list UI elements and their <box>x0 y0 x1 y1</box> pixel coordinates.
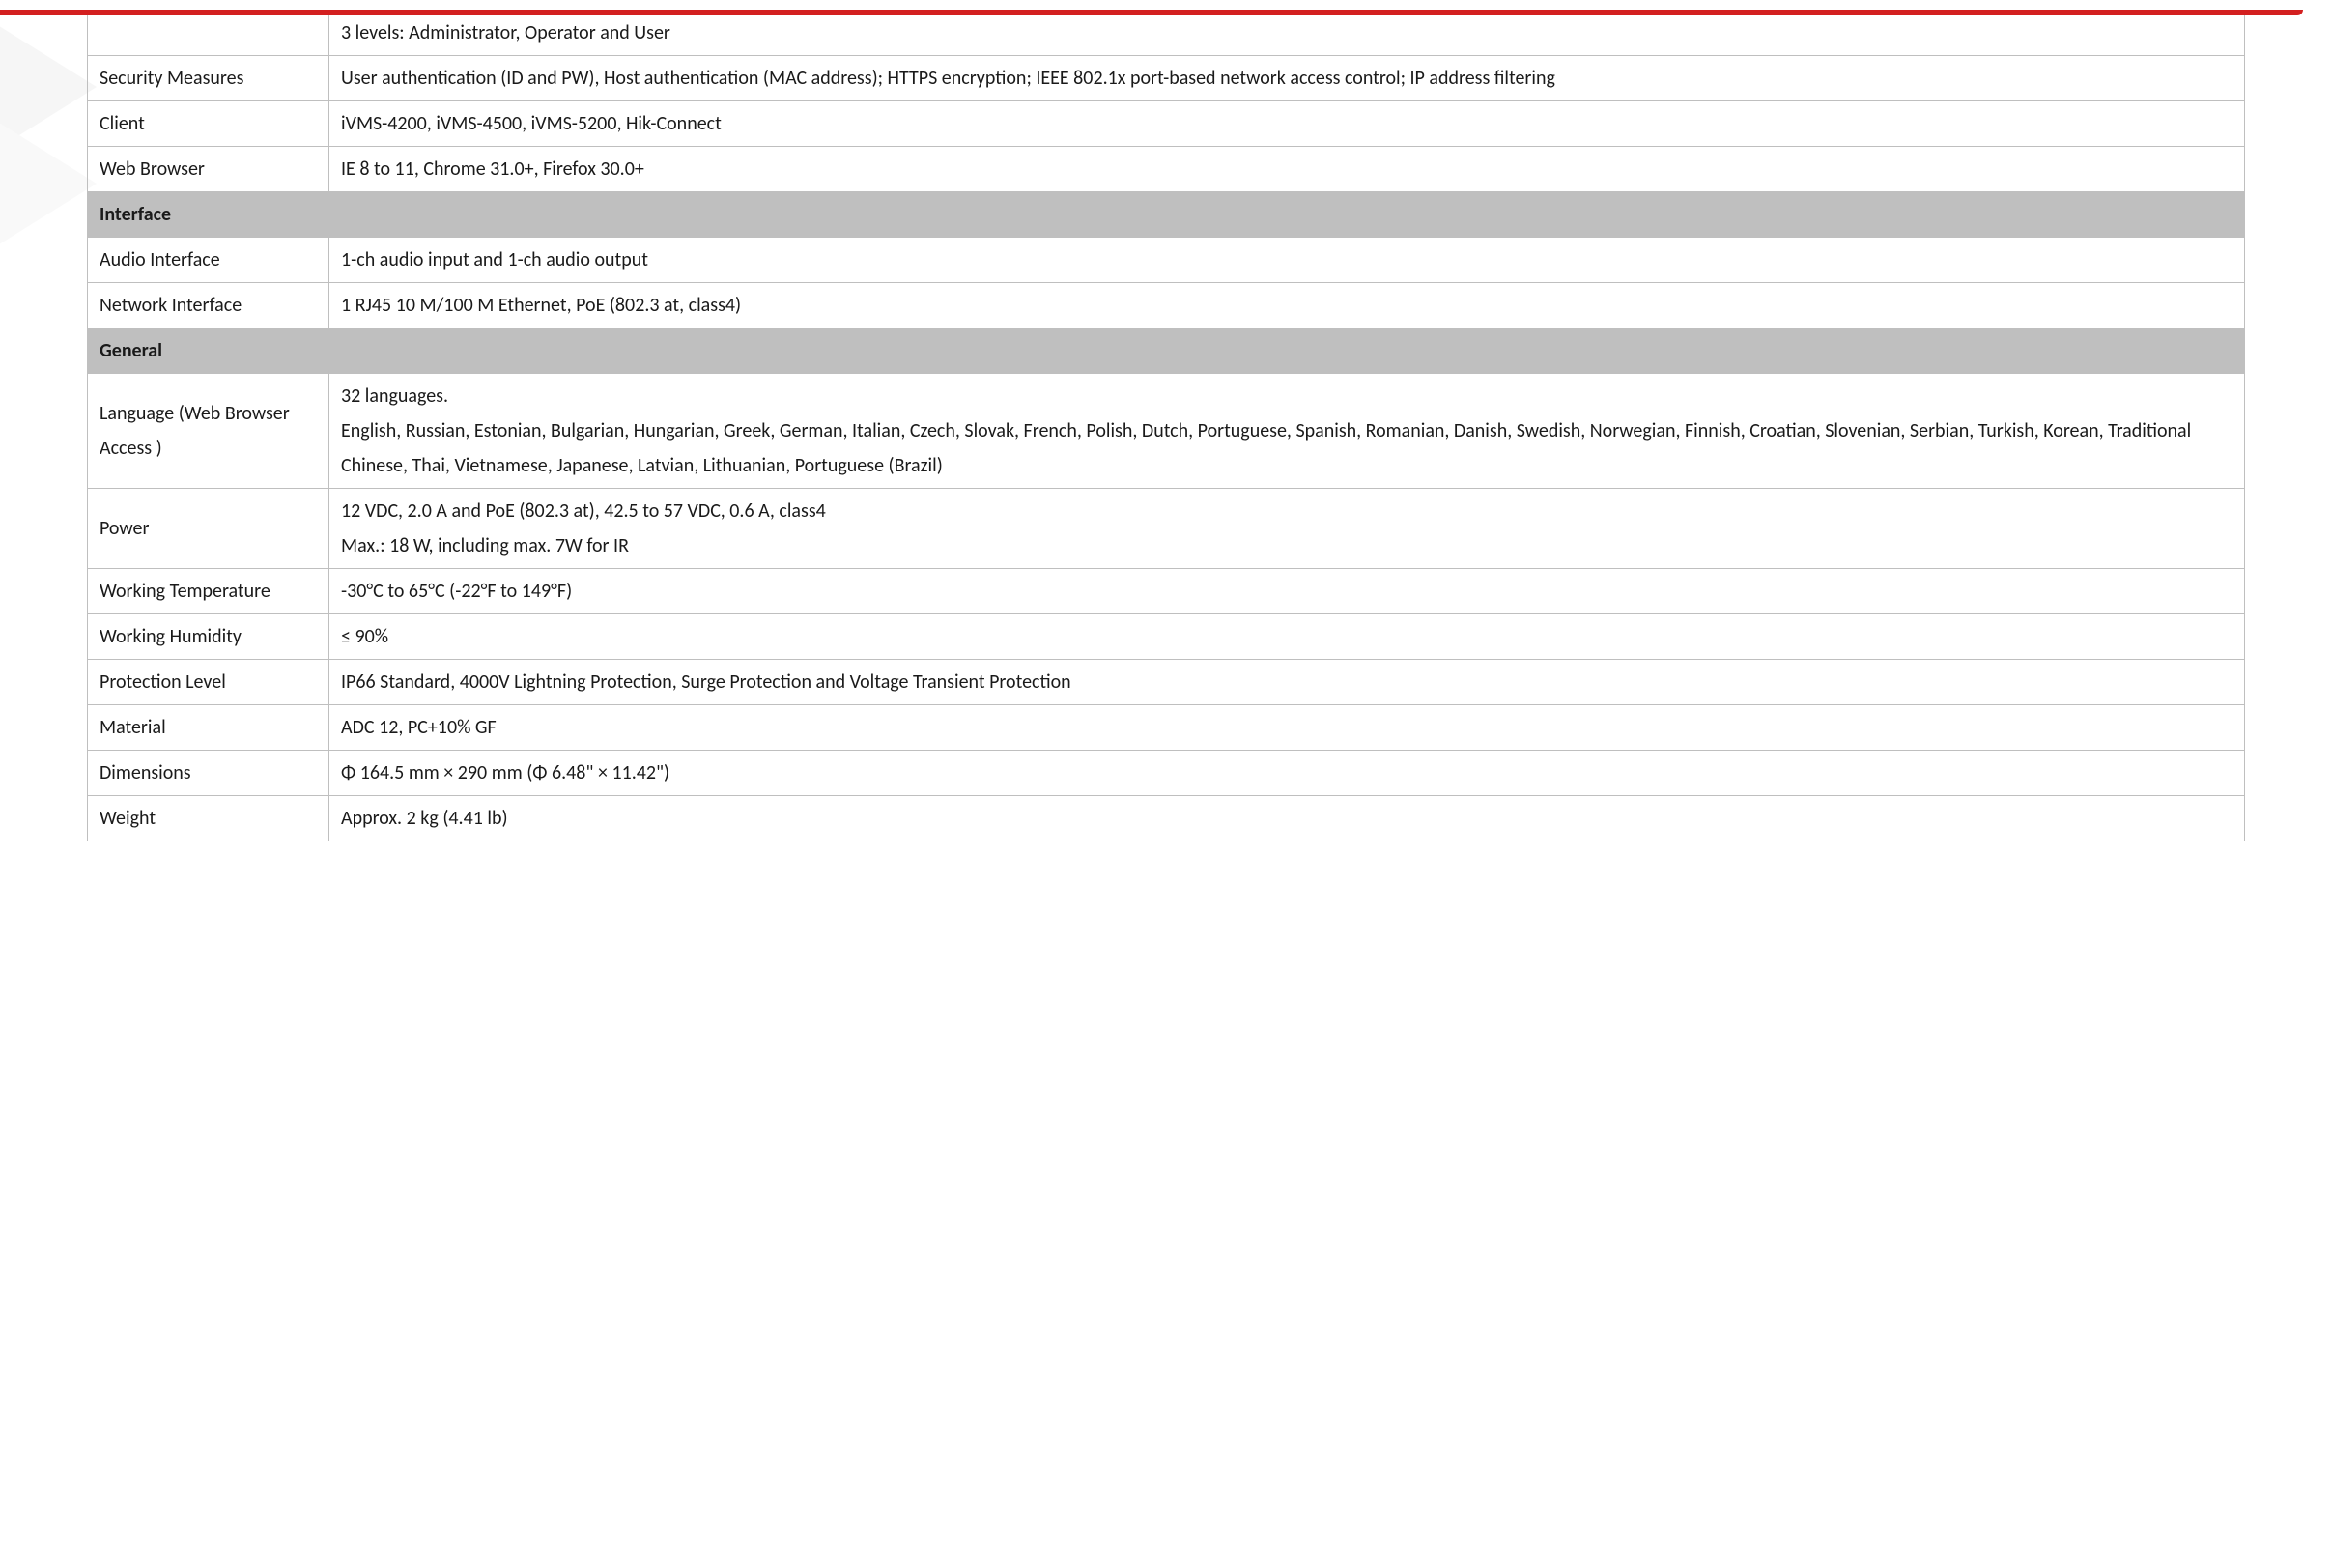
table-row: Working Temperature-30°C to 65°C (-22°F … <box>88 569 2245 614</box>
table-row: Working Humidity≤ 90% <box>88 614 2245 660</box>
spec-label-cell: Weight <box>88 796 329 841</box>
spec-value-cell: -30°C to 65°C (-22°F to 149°F) <box>329 569 2245 614</box>
spec-label-cell: Material <box>88 705 329 751</box>
table-row: DimensionsΦ 164.5 mm × 290 mm (Φ 6.48" ×… <box>88 751 2245 796</box>
table-row: Security MeasuresUser authentication (ID… <box>88 56 2245 101</box>
spec-label-cell: Web Browser <box>88 147 329 192</box>
spec-label-cell: Audio Interface <box>88 238 329 283</box>
table-row: MaterialADC 12, PC+10% GF <box>88 705 2245 751</box>
spec-table-body: 3 levels: Administrator, Operator and Us… <box>88 11 2245 841</box>
table-row: Language (Web Browser Access )32 languag… <box>88 374 2245 489</box>
spec-label-cell: Power <box>88 489 329 569</box>
table-row: Power12 VDC, 2.0 A and PoE (802.3 at), 4… <box>88 489 2245 569</box>
section-header-row: Interface <box>88 192 2245 238</box>
spec-value-cell: IE 8 to 11, Chrome 31.0+, Firefox 30.0+ <box>329 147 2245 192</box>
table-row: 3 levels: Administrator, Operator and Us… <box>88 11 2245 56</box>
spec-label-cell: Working Humidity <box>88 614 329 660</box>
section-header-row: General <box>88 328 2245 374</box>
spec-label-cell: Client <box>88 101 329 147</box>
table-row: ClientiVMS-4200, iVMS-4500, iVMS-5200, H… <box>88 101 2245 147</box>
spec-value-cell: 1-ch audio input and 1-ch audio output <box>329 238 2245 283</box>
spec-value-cell: 1 RJ45 10 M/100 M Ethernet, PoE (802.3 a… <box>329 283 2245 328</box>
spec-value-cell: ADC 12, PC+10% GF <box>329 705 2245 751</box>
spec-value-cell: iVMS-4200, iVMS-4500, iVMS-5200, Hik-Con… <box>329 101 2245 147</box>
spec-value-cell: Approx. 2 kg (4.41 lb) <box>329 796 2245 841</box>
spec-value-cell: ≤ 90% <box>329 614 2245 660</box>
spec-label-cell: Working Temperature <box>88 569 329 614</box>
table-row: Protection LevelIP66 Standard, 4000V Lig… <box>88 660 2245 705</box>
page-wrap: 3 levels: Administrator, Operator and Us… <box>0 10 2332 879</box>
spec-value-cell: User authentication (ID and PW), Host au… <box>329 56 2245 101</box>
spec-value-cell: Φ 164.5 mm × 290 mm (Φ 6.48" × 11.42") <box>329 751 2245 796</box>
table-row: WeightApprox. 2 kg (4.41 lb) <box>88 796 2245 841</box>
spec-label-cell <box>88 11 329 56</box>
spec-value-cell: IP66 Standard, 4000V Lightning Protectio… <box>329 660 2245 705</box>
header-red-bar <box>0 10 2303 15</box>
spec-label-cell: Language (Web Browser Access ) <box>88 374 329 489</box>
spec-label-cell: Protection Level <box>88 660 329 705</box>
spec-label-cell: Security Measures <box>88 56 329 101</box>
spec-table: 3 levels: Administrator, Operator and Us… <box>87 10 2245 841</box>
spec-value-cell: 32 languages.English, Russian, Estonian,… <box>329 374 2245 489</box>
table-row: Audio Interface1-ch audio input and 1-ch… <box>88 238 2245 283</box>
spec-label-cell: Dimensions <box>88 751 329 796</box>
spec-table-container: 3 levels: Administrator, Operator and Us… <box>87 10 2245 841</box>
table-row: Network Interface1 RJ45 10 M/100 M Ether… <box>88 283 2245 328</box>
spec-value-cell: 12 VDC, 2.0 A and PoE (802.3 at), 42.5 t… <box>329 489 2245 569</box>
section-header-cell: Interface <box>88 192 2245 238</box>
table-row: Web BrowserIE 8 to 11, Chrome 31.0+, Fir… <box>88 147 2245 192</box>
spec-value-cell: 3 levels: Administrator, Operator and Us… <box>329 11 2245 56</box>
section-header-cell: General <box>88 328 2245 374</box>
spec-label-cell: Network Interface <box>88 283 329 328</box>
